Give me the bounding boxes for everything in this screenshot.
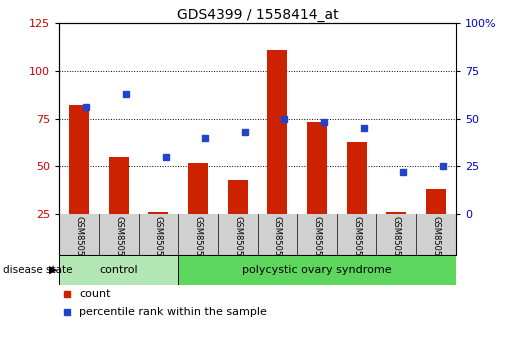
Text: percentile rank within the sample: percentile rank within the sample [79,307,267,316]
Text: disease state: disease state [3,265,72,275]
Bar [307,122,327,214]
Text: polycystic ovary syndrome: polycystic ovary syndrome [242,265,392,275]
Bar [148,212,168,214]
Title: GDS4399 / 1558414_at: GDS4399 / 1558414_at [177,8,338,22]
Text: GSM850534: GSM850534 [352,216,361,267]
Text: GSM850527: GSM850527 [75,216,83,267]
Bar [347,142,367,214]
Bar [109,157,129,214]
Text: GSM850532: GSM850532 [273,216,282,267]
Text: GSM850533: GSM850533 [313,216,321,267]
Bar [178,255,456,285]
Text: GSM850531: GSM850531 [233,216,242,267]
Bar [69,105,89,214]
Text: GSM850530: GSM850530 [194,216,202,267]
Bar [426,189,446,214]
Text: GSM850535: GSM850535 [392,216,401,267]
Text: GSM850528: GSM850528 [114,216,123,267]
Bar [267,50,287,214]
Bar [228,180,248,214]
Text: GSM850529: GSM850529 [154,216,163,267]
Bar [188,162,208,214]
Text: GSM850536: GSM850536 [432,216,440,267]
Text: ▶: ▶ [49,265,57,275]
Bar [386,212,406,214]
Text: count: count [79,289,111,299]
Text: control: control [99,265,138,275]
Bar [59,255,178,285]
